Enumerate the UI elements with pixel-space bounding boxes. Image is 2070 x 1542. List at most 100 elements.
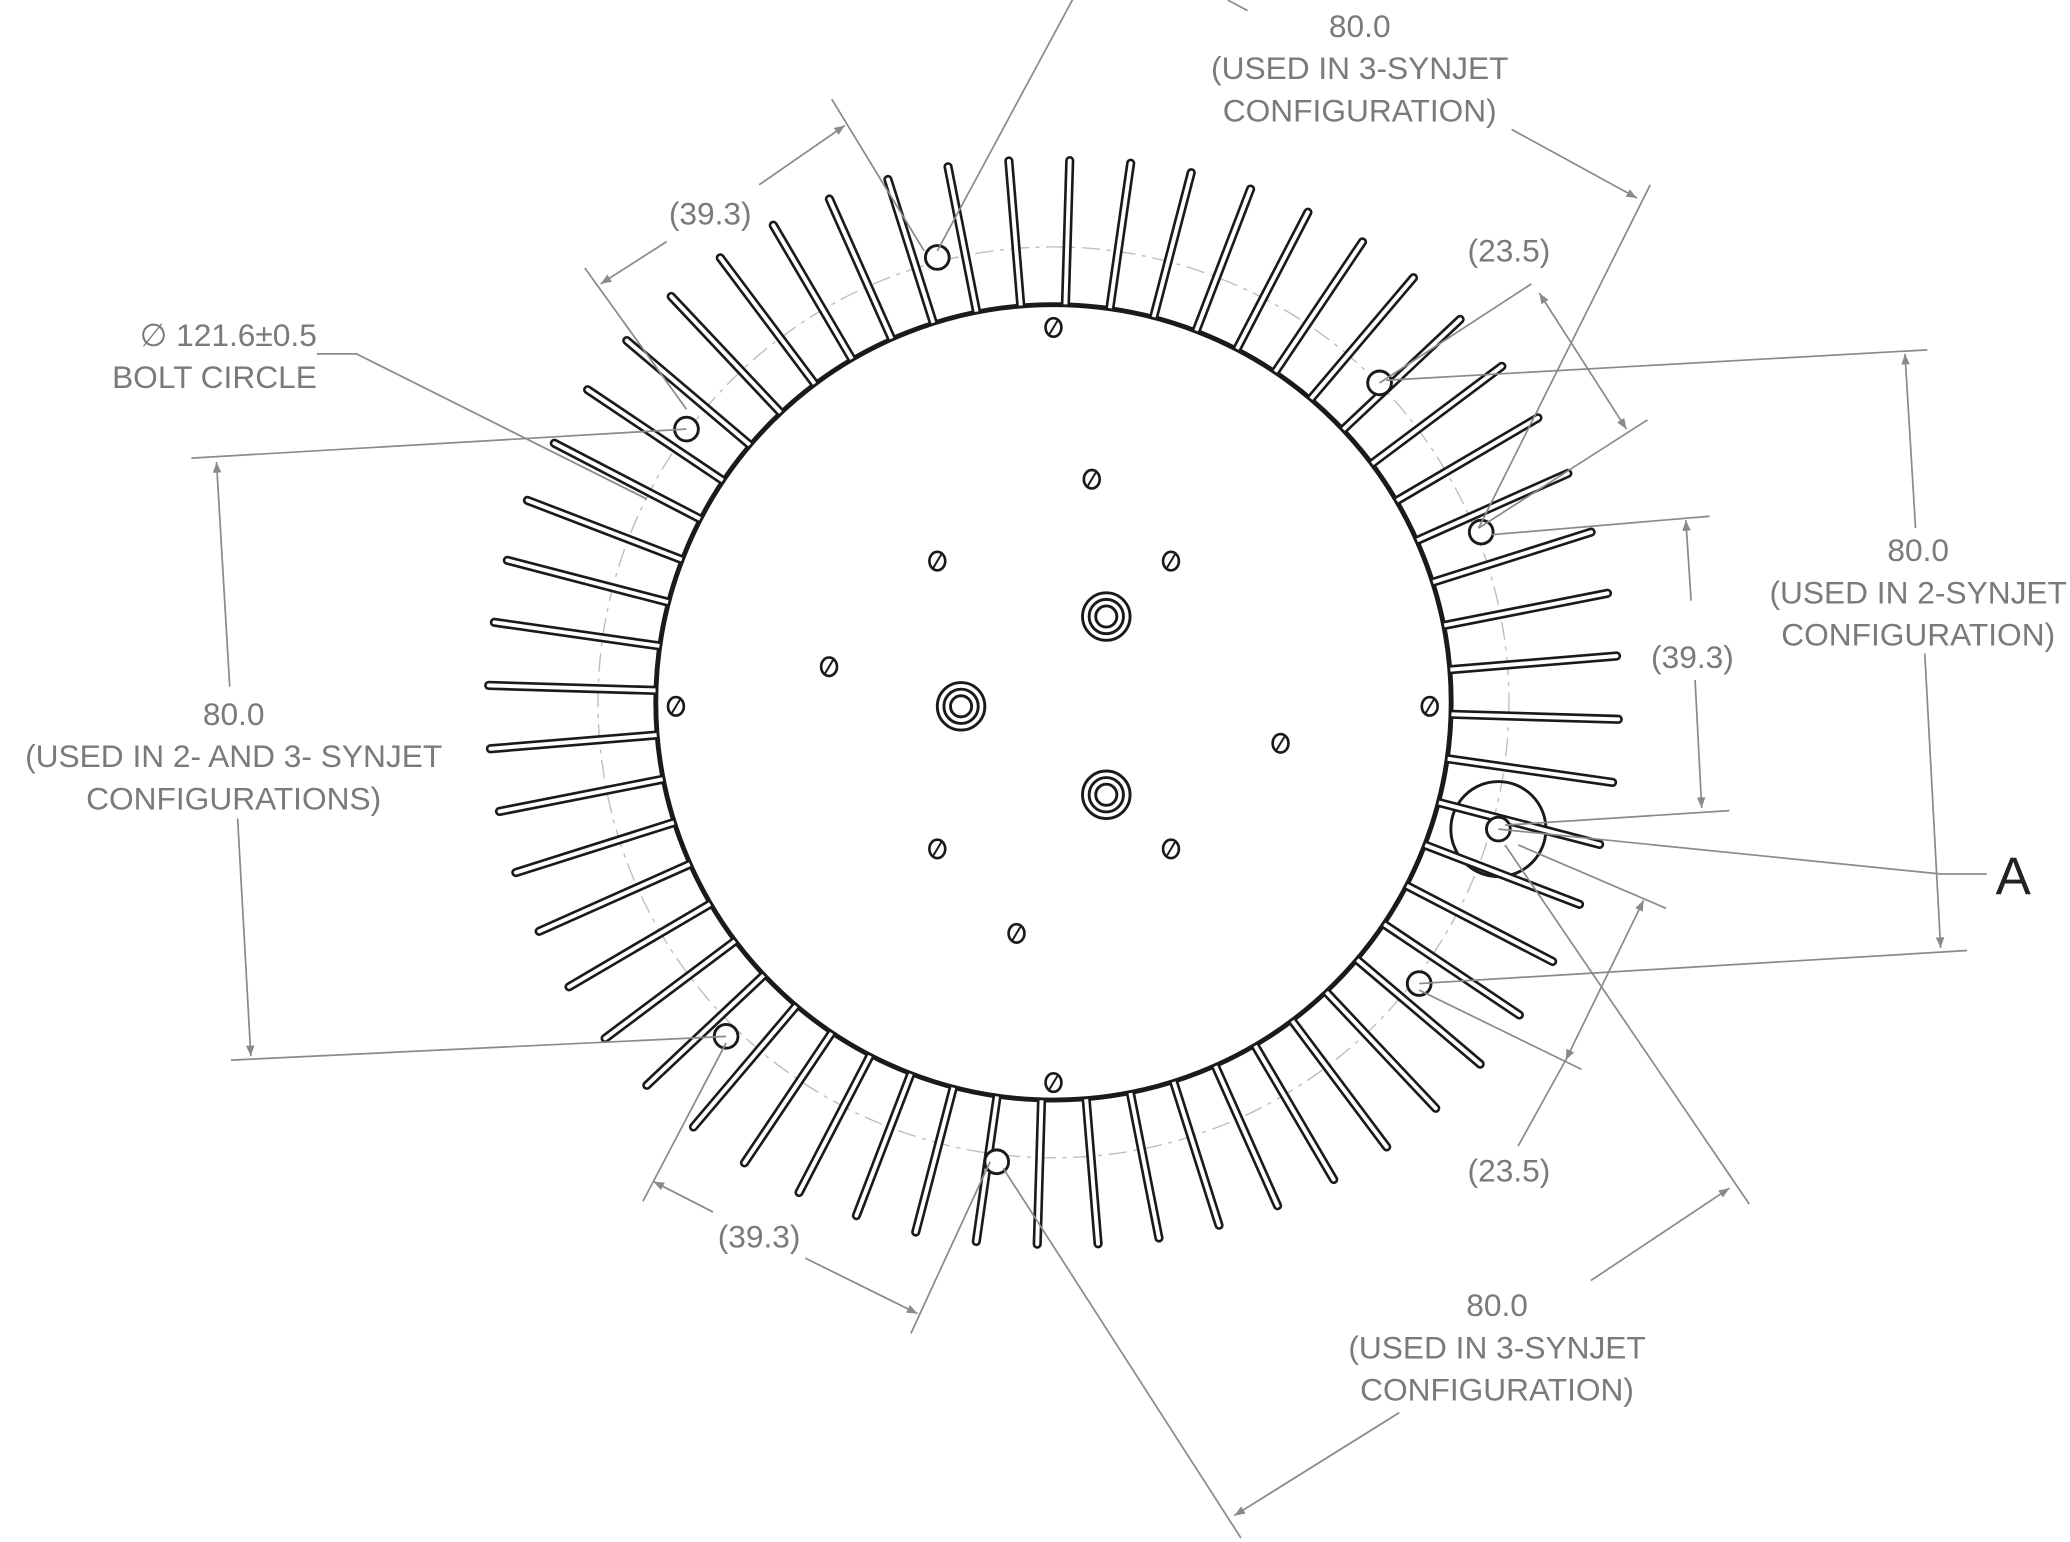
fin-inner: [856, 1075, 910, 1216]
dimension-line: [1518, 1060, 1566, 1146]
dimension-line: [1695, 680, 1702, 808]
heat-sink: [489, 161, 1619, 1244]
fin-inner: [500, 779, 663, 811]
dimension-value: 80.0: [1887, 532, 1949, 568]
fin-inner: [948, 167, 976, 311]
dimension-value: 80.0: [203, 696, 265, 732]
dimension-line: [217, 462, 230, 686]
dimension-note: (USED IN 3-SYNJET: [1348, 1329, 1645, 1365]
fin: [1154, 173, 1191, 317]
fin-inner: [1174, 1082, 1219, 1225]
dimension-note: BOLT CIRCLE: [112, 359, 317, 395]
dimension-note: CONFIGURATION): [1781, 617, 2055, 653]
dimension-value: (39.3): [1651, 639, 1734, 675]
dimension-value: (39.3): [669, 195, 752, 231]
dimension-line: [653, 1182, 712, 1212]
fin-inner: [1154, 173, 1191, 317]
dimension-line: [1686, 520, 1691, 601]
fin: [1448, 759, 1612, 783]
fin-inner: [1451, 656, 1617, 670]
fin-inner: [539, 864, 689, 931]
drawing: 80.0 (USED IN 3-SYNJET CONFIGURATION) (3…: [0, 0, 2070, 1542]
fin: [1237, 212, 1308, 348]
dimension-line: [1512, 129, 1637, 198]
fin: [1174, 1082, 1219, 1225]
dimension-line: [1925, 654, 1941, 948]
dimension-value: (39.3): [718, 1219, 801, 1255]
fin: [1065, 161, 1069, 304]
extension-line: [231, 1036, 726, 1060]
dimension-line: [805, 1258, 917, 1313]
fin: [490, 735, 656, 749]
fin-inner: [494, 622, 658, 646]
dimension-line: [1905, 354, 1916, 528]
fin: [856, 1075, 910, 1216]
extension-line: [1419, 951, 1967, 984]
dimension-line: [1228, 0, 1248, 11]
extension-line: [585, 268, 687, 409]
extension-line: [1003, 1168, 1241, 1538]
extension-line: [1386, 350, 1927, 380]
dimension-value: ∅ 121.6±0.5: [140, 317, 317, 353]
fin-inner: [1110, 163, 1131, 307]
fin: [539, 864, 689, 931]
fin: [1445, 593, 1608, 625]
dimension-line: [238, 819, 251, 1057]
fin-inner: [1434, 532, 1592, 582]
fin: [829, 199, 891, 338]
fin-inner: [1130, 1094, 1158, 1238]
fin: [500, 779, 663, 811]
fin: [1452, 714, 1618, 719]
dimension-note: CONFIGURATIONS): [86, 780, 381, 816]
dimension-value: (23.5): [1468, 232, 1551, 268]
fin: [1434, 532, 1592, 582]
dimension-note: CONFIGURATION): [1360, 1372, 1634, 1408]
dimension-line: [1234, 1413, 1399, 1516]
fin: [1216, 1067, 1278, 1206]
extension-line: [1518, 845, 1666, 908]
fin: [1110, 163, 1131, 307]
dimension-line: [1566, 900, 1644, 1060]
dimension-line: [759, 125, 845, 184]
fin-inner: [1216, 1067, 1278, 1206]
fin-inner: [507, 560, 667, 602]
core-fill: [657, 306, 1450, 1099]
page: {"labels": [ {"lines": ["80.0", "(USED I…: [0, 0, 2070, 1542]
fin-inner: [516, 823, 674, 873]
dimension-value: 80.0: [1329, 8, 1391, 44]
dimension-note: (USED IN 2-SYNJET: [1769, 574, 2066, 610]
fin: [516, 823, 674, 873]
fin-inner: [527, 500, 681, 559]
fin-inner: [829, 199, 891, 338]
extension-line: [1505, 845, 1749, 1204]
fin: [1451, 656, 1617, 670]
fin-inner: [1448, 759, 1612, 783]
fin: [916, 1088, 953, 1232]
fin-inner: [916, 1088, 953, 1232]
dimension-value: (23.5): [1468, 1153, 1551, 1189]
extension-line: [1505, 811, 1729, 826]
fin: [1130, 1094, 1158, 1238]
dimension-line: [1591, 1188, 1730, 1280]
fin-inner: [1426, 845, 1580, 904]
extension-line: [1492, 516, 1710, 534]
dimension-line: [601, 242, 667, 284]
dimension-note: (USED IN 3-SYNJET: [1211, 50, 1508, 86]
fin: [489, 685, 655, 690]
leader-line: [317, 354, 647, 499]
fin: [494, 622, 658, 646]
fin: [1009, 161, 1021, 305]
fin-inner: [1196, 189, 1250, 330]
fin-inner: [1237, 212, 1308, 348]
fin-inner: [490, 735, 656, 749]
fin: [527, 500, 681, 559]
dimension-line: [1539, 293, 1626, 429]
fin: [507, 560, 667, 602]
extension-line: [191, 429, 686, 458]
fin-inner: [1445, 593, 1608, 625]
fin-inner: [799, 1056, 870, 1192]
extension-line: [1380, 284, 1532, 383]
fin: [1426, 845, 1580, 904]
fin: [948, 167, 976, 311]
fin: [799, 1056, 870, 1192]
